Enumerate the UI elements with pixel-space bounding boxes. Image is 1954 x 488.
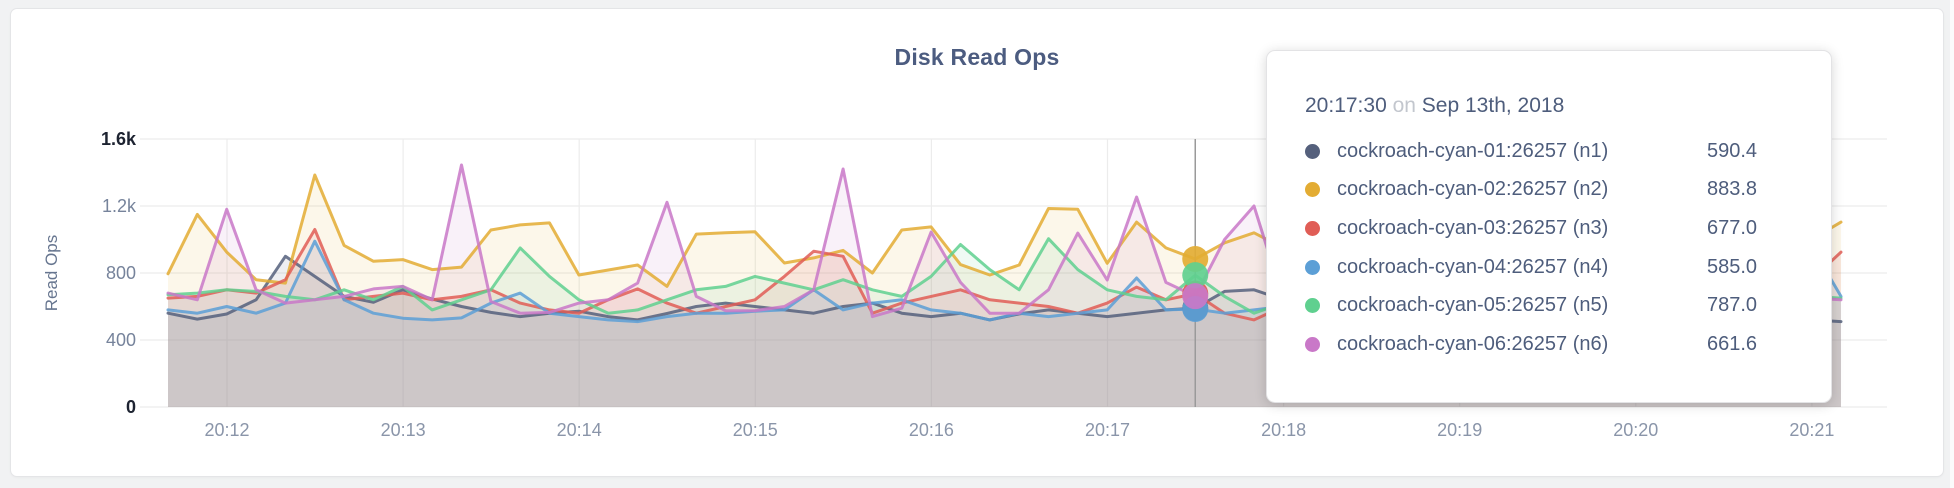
- x-tick-label: 20:21: [1789, 420, 1835, 440]
- adjacent-card-edge: [1950, 0, 1954, 488]
- y-tick-label: 800: [105, 263, 136, 283]
- y-tick-label: 1.2k: [101, 196, 136, 216]
- x-tick-label: 20:19: [1437, 420, 1483, 440]
- series-dot-icon: [1305, 143, 1320, 159]
- x-tick-label: 20:20: [1613, 420, 1659, 440]
- series-dot-icon: [1305, 182, 1320, 198]
- tooltip-row-n5: cockroach-cyan-05:26257 (n5) 787.0: [1305, 286, 1795, 325]
- x-tick-label: 20:18: [1261, 420, 1307, 440]
- x-tick-label: 20:17: [1084, 420, 1131, 440]
- series-dot-icon: [1305, 336, 1320, 352]
- chart-title: Disk Read Ops: [894, 44, 1060, 70]
- x-tick-label: 20:16: [908, 420, 954, 440]
- tooltip-series-label: cockroach-cyan-04:26257 (n4): [1337, 255, 1609, 278]
- tooltip-row-n3: cockroach-cyan-03:26257 (n3) 677.0: [1305, 209, 1795, 248]
- tooltip-series-label: cockroach-cyan-02:26257 (n2): [1337, 178, 1609, 201]
- tooltip-date: Sep 13th, 2018: [1421, 94, 1565, 117]
- tooltip-row-n4: cockroach-cyan-04:26257 (n4) 585.0: [1305, 248, 1795, 287]
- series-dot-icon: [1305, 259, 1320, 275]
- y-tick-label: 1.6k: [100, 129, 136, 149]
- y-tick-label: 400: [105, 330, 136, 350]
- series-dot-icon: [1305, 220, 1320, 236]
- tooltip-row-n6: cockroach-cyan-06:26257 (n6) 661.6: [1305, 325, 1795, 364]
- tooltip-series-value: 585.0: [1707, 255, 1758, 278]
- tooltip-on-word: on: [1392, 94, 1416, 117]
- tooltip-series-value: 677.0: [1707, 216, 1758, 239]
- series-dot-icon: [1305, 298, 1320, 314]
- tooltip-series-label: cockroach-cyan-06:26257 (n6): [1337, 332, 1609, 355]
- x-tick-label: 20:13: [380, 420, 426, 440]
- y-tick-label: 0: [125, 397, 136, 417]
- tooltip-series-value: 661.6: [1707, 332, 1758, 355]
- tooltip-row-n2: cockroach-cyan-02:26257 (n2) 883.8: [1305, 171, 1795, 210]
- tooltip-series-label: cockroach-cyan-03:26257 (n3): [1337, 216, 1609, 239]
- tooltip-series-label: cockroach-cyan-05:26257 (n5): [1337, 294, 1609, 317]
- tooltip-series-value: 787.0: [1707, 294, 1758, 317]
- hover-tooltip: 20:17:30 on Sep 13th, 2018 cockroach-cya…: [1266, 50, 1832, 403]
- x-tick-label: 20:15: [732, 420, 778, 440]
- tooltip-series-value: 590.4: [1707, 139, 1758, 162]
- hover-dot-n5: [1182, 262, 1209, 289]
- hover-guideline-group: [1182, 139, 1209, 407]
- hover-dot-n6: [1182, 283, 1209, 310]
- tooltip-row-n1: cockroach-cyan-01:26257 (n1) 590.4: [1305, 132, 1795, 171]
- tooltip-header: 20:17:30 on Sep 13th, 2018: [1305, 93, 1795, 119]
- tooltip-time: 20:17:30: [1305, 94, 1387, 117]
- x-tick-label: 20:14: [556, 420, 602, 440]
- tooltip-series-label: cockroach-cyan-01:26257 (n1): [1337, 139, 1609, 162]
- x-tick-label: 20:12: [204, 420, 250, 440]
- tooltip-series-value: 883.8: [1707, 178, 1758, 201]
